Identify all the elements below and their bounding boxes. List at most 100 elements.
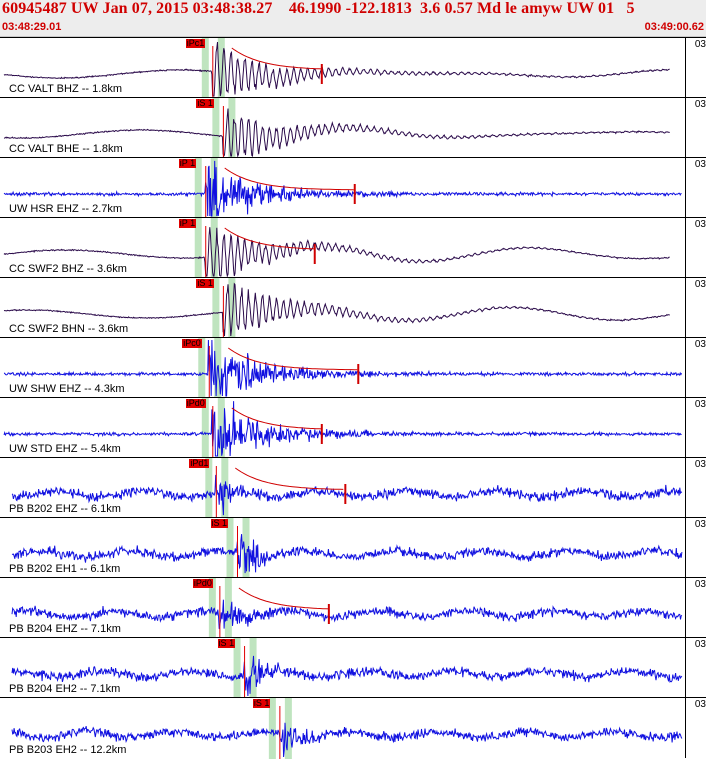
- phase-pick-label[interactable]: iP 1: [178, 218, 197, 228]
- coda-decay-curve: [238, 587, 329, 610]
- phase-window-band: [226, 518, 234, 578]
- trace-panel[interactable]: iPc1 CC VALT BHZ -- 1.8km 03: [0, 37, 706, 98]
- coda-decay-curve: [231, 47, 322, 70]
- trace-panel[interactable]: iPd0 PB B204 EHZ -- 7.1km 03: [0, 577, 706, 638]
- waveform-trace: [3, 339, 683, 397]
- phase-pick-label[interactable]: iS 1: [252, 698, 271, 708]
- waveform-trace: [11, 474, 683, 516]
- edge-time-mark: 03: [694, 39, 706, 50]
- phase-pick-label[interactable]: iPc1: [185, 38, 206, 48]
- waveform-trace: [3, 41, 670, 97]
- trace-panel[interactable]: iS 1 PB B204 EH2 -- 7.1km 03: [0, 637, 706, 698]
- trace-panel[interactable]: iP 1 CC SWF2 BHZ -- 3.6km 03: [0, 217, 706, 278]
- waveform-plot: [3, 158, 682, 218]
- plot-right-border: [685, 37, 686, 758]
- waveform-plot: [3, 218, 670, 278]
- waveform-plot: [11, 518, 683, 578]
- phase-window-band: [212, 98, 220, 158]
- seismogram-panels[interactable]: iPc1 CC VALT BHZ -- 1.8km 03 iS 1 CC VALT BH…: [0, 37, 706, 759]
- phase-window-band: [284, 698, 292, 759]
- phase-window-band: [210, 218, 218, 278]
- end-time-label: 03:49:00.62: [644, 21, 704, 33]
- waveform-plot: [3, 38, 670, 98]
- waveform-plot: [3, 398, 682, 458]
- station-label: CC SWF2 BHN -- 3.6km: [9, 323, 129, 335]
- phase-pick-label[interactable]: iP 1: [178, 158, 197, 168]
- phase-pick-label[interactable]: iS 1: [217, 638, 236, 648]
- waveform-plot: [11, 458, 683, 518]
- trace-panel[interactable]: iPd1 PB B202 EHZ -- 6.1km 03: [0, 457, 706, 518]
- coda-decay-curve: [231, 407, 322, 430]
- edge-time-mark: 03: [694, 399, 706, 410]
- edge-time-mark: 03: [694, 519, 706, 530]
- station-label: CC VALT BHE -- 1.8km: [9, 143, 123, 155]
- waveform-trace: [3, 282, 671, 337]
- waveform-plot: [3, 98, 670, 158]
- phase-window-band: [268, 698, 276, 759]
- edge-time-mark: 03: [694, 579, 706, 590]
- phase-pick-label[interactable]: iS 1: [210, 518, 229, 528]
- trace-panel[interactable]: iS 1 PB B203 EH2 -- 12.2km 03: [0, 697, 706, 759]
- station-label: CC VALT BHZ -- 1.8km: [9, 83, 123, 95]
- waveform-plot: [11, 578, 683, 638]
- edge-time-mark: 03: [694, 219, 706, 230]
- station-label: PB B202 EHZ -- 6.1km: [9, 503, 121, 515]
- event-header: 60945487 UW Jan 07, 2015 03:48:38.27 46.…: [0, 0, 706, 37]
- edge-time-mark: 03: [694, 99, 706, 110]
- phase-window-band: [228, 278, 236, 338]
- coda-decay-curve: [235, 467, 344, 490]
- edge-time-mark: 03: [694, 639, 706, 650]
- station-label: UW SHW EHZ -- 4.3km: [9, 383, 125, 395]
- phase-window-band: [201, 398, 209, 458]
- coda-decay-curve: [228, 347, 358, 371]
- phase-window-band: [198, 338, 206, 398]
- edge-time-mark: 03: [694, 279, 706, 290]
- waveform-plot: [3, 278, 671, 338]
- waveform-trace: [3, 160, 682, 217]
- waveform-plot: [11, 698, 683, 759]
- phase-window-band: [212, 278, 220, 338]
- station-label: UW STD EHZ -- 5.4km: [9, 443, 121, 455]
- trace-panel[interactable]: iS 1 CC SWF2 BHN -- 3.6km 03: [0, 277, 706, 338]
- phase-window-band: [224, 578, 232, 638]
- phase-window-band: [249, 638, 257, 698]
- event-title: 60945487 UW Jan 07, 2015 03:48:38.27 46.…: [2, 0, 635, 17]
- station-label: PB B202 EH1 -- 6.1km: [9, 563, 121, 575]
- station-label: PB B203 EH2 -- 12.2km: [9, 744, 127, 756]
- station-label: CC SWF2 BHZ -- 3.6km: [9, 263, 127, 275]
- phase-pick-label[interactable]: iPc0: [182, 338, 202, 348]
- trace-panel[interactable]: iPc0 UW SHW EHZ -- 4.3km 03: [0, 337, 706, 398]
- edge-time-mark: 03: [694, 699, 706, 710]
- phase-window-band: [194, 218, 202, 278]
- trace-panel[interactable]: iP 1 UW HSR EHZ -- 2.7km 03: [0, 157, 706, 218]
- coda-decay-curve: [224, 167, 354, 191]
- trace-panel[interactable]: iPd0 UW STD EHZ -- 5.4km 03: [0, 397, 706, 458]
- trace-panel[interactable]: iS 1 CC VALT BHE -- 1.8km 03: [0, 97, 706, 158]
- phase-window-band: [208, 578, 216, 638]
- waveform-trace: [3, 108, 670, 158]
- phase-window-band: [205, 458, 213, 518]
- station-label: PB B204 EHZ -- 7.1km: [9, 623, 121, 635]
- waveform-trace: [11, 534, 683, 574]
- phase-window-band: [233, 638, 241, 698]
- phase-window-band: [217, 38, 225, 98]
- phase-pick-label[interactable]: iPd0: [185, 398, 206, 408]
- phase-window-band: [242, 518, 250, 578]
- waveform-trace: [3, 227, 670, 278]
- station-label: PB B204 EH2 -- 7.1km: [9, 683, 121, 695]
- start-time-label: 03:48:29.01: [2, 21, 62, 33]
- phase-window-band: [194, 158, 202, 218]
- waveform-plot: [11, 638, 683, 698]
- phase-pick-label[interactable]: iS 1: [196, 278, 214, 288]
- coda-decay-curve: [224, 227, 315, 250]
- edge-time-mark: 03: [694, 339, 706, 350]
- phase-window-band: [228, 98, 236, 158]
- phase-pick-label[interactable]: iS 1: [196, 98, 214, 108]
- phase-pick-label[interactable]: iPd0: [192, 578, 213, 588]
- edge-time-mark: 03: [694, 459, 706, 470]
- phase-pick-label[interactable]: iPd1: [189, 458, 210, 468]
- station-label: UW HSR EHZ -- 2.7km: [9, 203, 123, 215]
- waveform-trace: [11, 655, 683, 697]
- trace-panel[interactable]: iS 1 PB B202 EH1 -- 6.1km 03: [0, 517, 706, 578]
- phase-window-band: [201, 38, 209, 98]
